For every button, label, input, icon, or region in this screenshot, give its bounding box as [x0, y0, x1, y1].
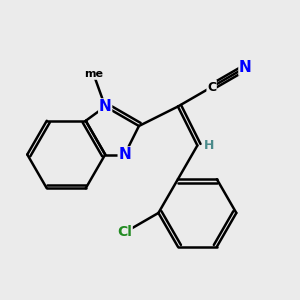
Text: N: N [239, 60, 252, 75]
Text: N: N [118, 147, 131, 162]
Text: me: me [86, 69, 101, 79]
Text: C: C [207, 80, 216, 94]
Text: me: me [84, 69, 103, 79]
Text: Cl: Cl [117, 225, 132, 239]
Text: H: H [204, 139, 214, 152]
Text: N: N [99, 99, 112, 114]
